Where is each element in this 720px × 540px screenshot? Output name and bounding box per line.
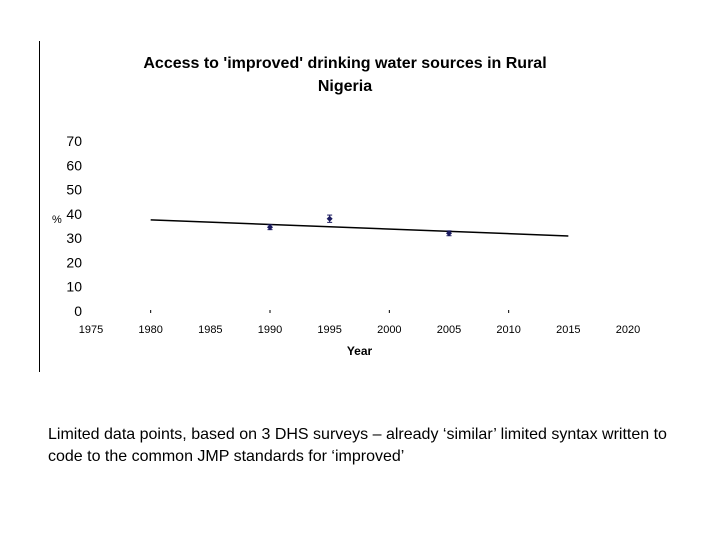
y-axis-label: %	[52, 214, 62, 226]
data-point	[326, 215, 333, 222]
x-tick-label: 1990	[258, 324, 282, 336]
x-axis-label: Year	[347, 344, 373, 358]
y-tick-label: 70	[66, 133, 82, 149]
x-tick-label: 1995	[317, 324, 341, 336]
y-tick-label: 10	[66, 279, 82, 295]
x-tick-label: 2000	[377, 324, 401, 336]
trendline	[150, 219, 569, 237]
data-point	[446, 230, 452, 237]
x-tick-label: 2020	[616, 324, 640, 336]
y-tick-label: 40	[66, 206, 82, 222]
y-tick-label: 30	[66, 230, 82, 246]
data-point	[267, 224, 273, 231]
y-tick-label: 60	[66, 157, 82, 173]
x-tick-label: 2010	[496, 324, 520, 336]
y-tick-label: 50	[66, 182, 82, 198]
x-tick-label: 1975	[79, 324, 103, 336]
y-tick-label: 20	[66, 254, 82, 270]
x-tick-label: 2015	[556, 324, 580, 336]
slide-caption: Limited data points, based on 3 DHS surv…	[48, 426, 667, 465]
x-tick-label: 1980	[138, 324, 162, 336]
slide-left-rule	[39, 41, 40, 372]
chart-title: Access to 'improved' drinking water sour…	[143, 55, 547, 95]
y-tick-label: 0	[74, 303, 82, 319]
x-tick-label: 1985	[198, 324, 222, 336]
x-tick-label: 2005	[437, 324, 461, 336]
